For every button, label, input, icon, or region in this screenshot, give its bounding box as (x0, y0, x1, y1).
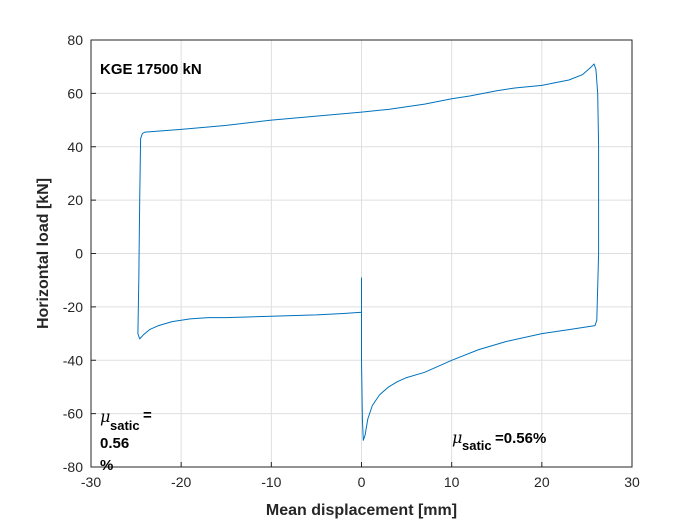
y-tick-label: 80 (67, 32, 83, 48)
annotation-mu-right: μ satic =0.56% (452, 428, 546, 453)
mu-percent: % (100, 457, 113, 474)
x-axis-label: Mean displacement [mm] (266, 502, 457, 519)
x-tick-label: -30 (81, 474, 101, 490)
x-tick-label: 30 (624, 474, 640, 490)
x-tick-label: 0 (358, 474, 366, 490)
mu-subscript: satic (462, 438, 492, 453)
y-tick-label: 20 (67, 192, 83, 208)
mu-value: 0.56 (100, 435, 129, 452)
y-tick-label: -40 (63, 352, 83, 368)
mu-symbol: μ (452, 428, 462, 447)
y-tick-label: 0 (75, 246, 83, 262)
y-tick-label: -60 (63, 406, 83, 422)
series-line (137, 63, 600, 441)
mu-subscript: satic (110, 418, 140, 433)
y-tick-label: 40 (67, 139, 83, 155)
mu-equals: = (143, 407, 152, 424)
x-tick-label: -10 (261, 474, 281, 490)
mu-symbol: μ (100, 407, 110, 426)
x-tick-label: 10 (444, 474, 460, 490)
series-layer (137, 63, 600, 441)
annotation-title: KGE 17500 kN (100, 61, 202, 78)
ticks: -30 -20 -10 0 10 20 30 -80 -60 -40 -20 0 20 40 60 80 (63, 32, 640, 490)
y-axis-label: Horizontal load [kN] (35, 178, 52, 329)
y-tick-label: 60 (67, 85, 83, 101)
annotation-mu-left: μ satic = 0.56 % (100, 407, 152, 474)
mu-value: =0.56% (495, 430, 546, 447)
x-tick-label: -20 (171, 474, 191, 490)
y-tick-label: -80 (63, 459, 83, 475)
x-tick-label: 20 (534, 474, 550, 490)
y-tick-label: -20 (63, 299, 83, 315)
